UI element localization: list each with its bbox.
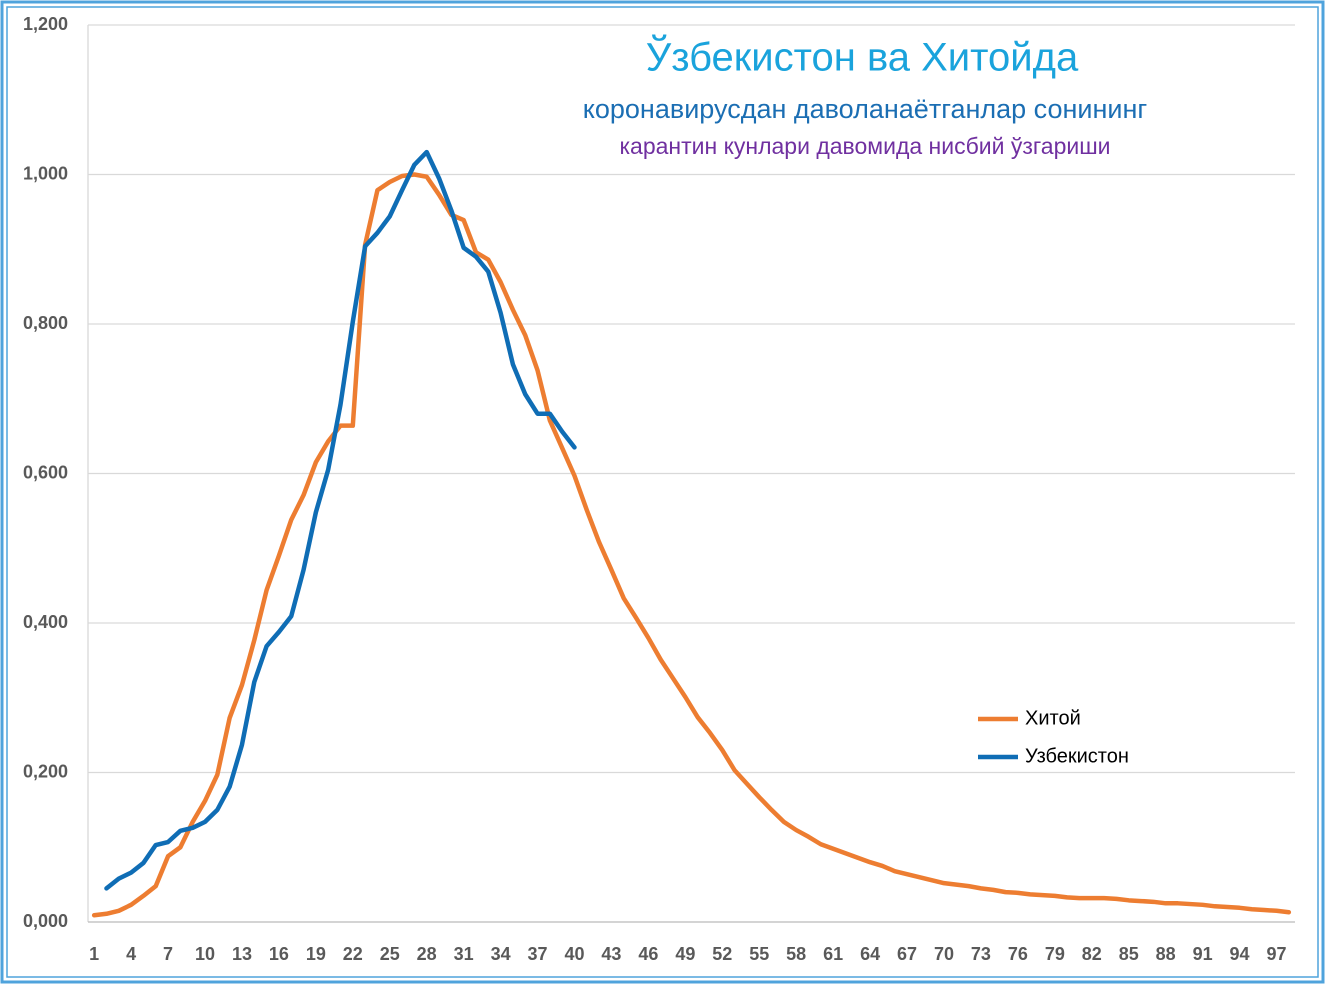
y-tick-label: 1,200 bbox=[23, 14, 68, 34]
x-tick-label: 19 bbox=[306, 944, 326, 964]
x-tick-label: 7 bbox=[163, 944, 173, 964]
x-tick-label: 67 bbox=[897, 944, 917, 964]
x-tick-label: 34 bbox=[491, 944, 511, 964]
chart-title: Ўзбекистон ва Хитойда bbox=[646, 33, 1079, 80]
x-tick-label: 61 bbox=[823, 944, 843, 964]
legend-label: Узбекистон bbox=[1025, 745, 1129, 767]
x-tick-label: 4 bbox=[126, 944, 136, 964]
x-tick-label: 28 bbox=[417, 944, 437, 964]
x-tick-label: 73 bbox=[971, 944, 991, 964]
series-line bbox=[104, 149, 577, 891]
y-tick-label: 0,000 bbox=[23, 911, 68, 931]
x-tick-label: 16 bbox=[269, 944, 289, 964]
x-tick-label: 82 bbox=[1082, 944, 1102, 964]
x-tick-label: 64 bbox=[860, 944, 880, 964]
x-tick-label: 85 bbox=[1119, 944, 1139, 964]
x-tick-label: 91 bbox=[1193, 944, 1213, 964]
x-tick-label: 58 bbox=[786, 944, 806, 964]
x-tick-label: 55 bbox=[749, 944, 769, 964]
y-tick-label: 0,800 bbox=[23, 313, 68, 333]
x-tick-label: 1 bbox=[89, 944, 99, 964]
x-tick-label: 88 bbox=[1156, 944, 1176, 964]
y-tick-label: 1,000 bbox=[23, 163, 68, 183]
x-tick-label: 94 bbox=[1230, 944, 1250, 964]
frame-inner bbox=[6, 6, 1319, 978]
x-tick-label: 43 bbox=[601, 944, 621, 964]
x-tick-label: 46 bbox=[638, 944, 658, 964]
x-tick-label: 97 bbox=[1267, 944, 1287, 964]
chart-note: карантин кунлари давомида нисбий ўзгариш… bbox=[619, 133, 1110, 159]
y-tick-label: 0,600 bbox=[23, 462, 68, 482]
x-tick-label: 70 bbox=[934, 944, 954, 964]
x-tick-label: 37 bbox=[528, 944, 548, 964]
x-tick-label: 22 bbox=[343, 944, 363, 964]
x-tick-label: 49 bbox=[675, 944, 695, 964]
x-tick-label: 79 bbox=[1045, 944, 1065, 964]
x-tick-label: 31 bbox=[454, 944, 474, 964]
chart-subtitle: коронавирусдан даволанаётганлар сонининг bbox=[583, 94, 1148, 124]
series-line bbox=[91, 172, 1292, 918]
y-tick-label: 0,200 bbox=[23, 761, 68, 781]
legend-label: Хитой bbox=[1025, 707, 1081, 729]
x-tick-label: 13 bbox=[232, 944, 252, 964]
x-tick-label: 25 bbox=[380, 944, 400, 964]
x-tick-label: 10 bbox=[195, 944, 215, 964]
x-tick-label: 52 bbox=[712, 944, 732, 964]
y-tick-label: 0,400 bbox=[23, 612, 68, 632]
x-tick-label: 76 bbox=[1008, 944, 1028, 964]
x-tick-label: 40 bbox=[564, 944, 584, 964]
